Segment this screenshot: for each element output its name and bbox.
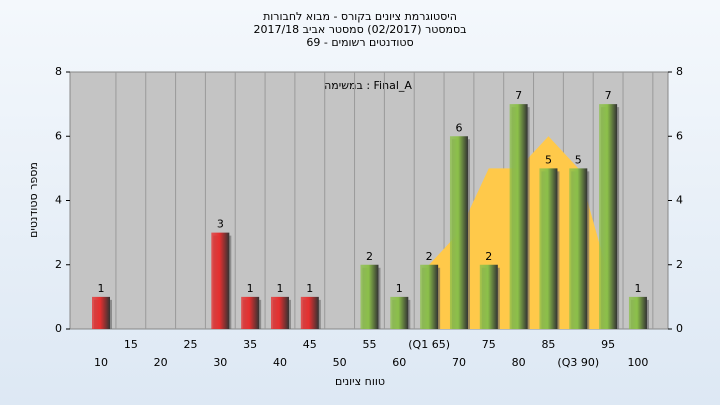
value-label: 5: [575, 153, 582, 166]
value-label: 2: [426, 250, 433, 263]
value-label: 2: [366, 250, 373, 263]
x-tick-label: 35: [243, 338, 257, 351]
x-tick-label: 100: [627, 356, 648, 369]
value-label: 6: [455, 121, 462, 134]
x-tick-label: 50: [333, 356, 347, 369]
y2-tick-label: 8: [676, 65, 683, 78]
value-label: 3: [217, 218, 224, 231]
y-tick-label: 2: [55, 258, 62, 271]
y2-tick-label: 0: [676, 322, 683, 335]
y-axis-label: מספר סטודנטים: [27, 162, 40, 238]
value-label: 7: [605, 89, 612, 102]
bar: [569, 168, 588, 329]
x-tick-label: 45: [303, 338, 317, 351]
y-tick-label: 4: [55, 194, 62, 207]
x-tick-label: 85: [541, 338, 555, 351]
value-label: 1: [247, 282, 254, 295]
x-tick-label: 80: [512, 356, 526, 369]
value-label: 1: [396, 282, 403, 295]
bar: [92, 296, 110, 329]
x-tick-label: (Q1 65): [408, 338, 450, 351]
bar: [211, 232, 230, 329]
bar: [599, 104, 618, 329]
bar: [628, 296, 647, 329]
bar: [479, 264, 498, 329]
y2-tick-label: 6: [676, 129, 683, 142]
x-axis-label: טווח ציונים: [335, 375, 385, 388]
x-tick-label: 95: [601, 338, 615, 351]
x-tick-label: 55: [362, 338, 376, 351]
y-tick-label: 0: [55, 322, 62, 335]
bar: [360, 264, 379, 329]
y-tick-label: 6: [55, 129, 62, 142]
x-tick-label: 40: [273, 356, 287, 369]
x-tick-label: 75: [482, 338, 496, 351]
x-tick-label: 30: [213, 356, 227, 369]
x-tick-label: 70: [452, 356, 466, 369]
bar: [449, 136, 468, 329]
bar: [270, 296, 289, 329]
value-label: 1: [306, 282, 313, 295]
bar: [509, 104, 528, 329]
title-line: סטודנטים רשומים - 69: [306, 36, 413, 49]
value-label: 5: [545, 153, 552, 166]
x-tick-label: 60: [392, 356, 406, 369]
bar: [390, 296, 409, 329]
title-line: היסטוגרמת ציונים בקורס - מבוא לחבורות: [263, 10, 457, 23]
value-label: 7: [515, 89, 522, 102]
bar: [300, 296, 319, 329]
y-tick-label: 8: [55, 65, 62, 78]
bar: [420, 264, 439, 329]
x-tick-label: 20: [154, 356, 168, 369]
x-tick-label: 10: [94, 356, 108, 369]
value-label: 1: [634, 282, 641, 295]
annotation: במשימה : Final_A: [324, 79, 412, 92]
title-line: בסמסטר (02/2017) סמסטר אביב 2017/18: [253, 23, 466, 36]
value-label: 1: [276, 282, 283, 295]
y2-tick-label: 2: [676, 258, 683, 271]
bar: [539, 168, 558, 329]
value-label: 2: [485, 250, 492, 263]
x-tick-label: (Q3 90): [557, 356, 599, 369]
x-tick-label: 25: [183, 338, 197, 351]
x-tick-label: 15: [124, 338, 138, 351]
value-label: 1: [98, 282, 105, 295]
y2-tick-label: 4: [676, 194, 683, 207]
bar: [241, 296, 260, 329]
